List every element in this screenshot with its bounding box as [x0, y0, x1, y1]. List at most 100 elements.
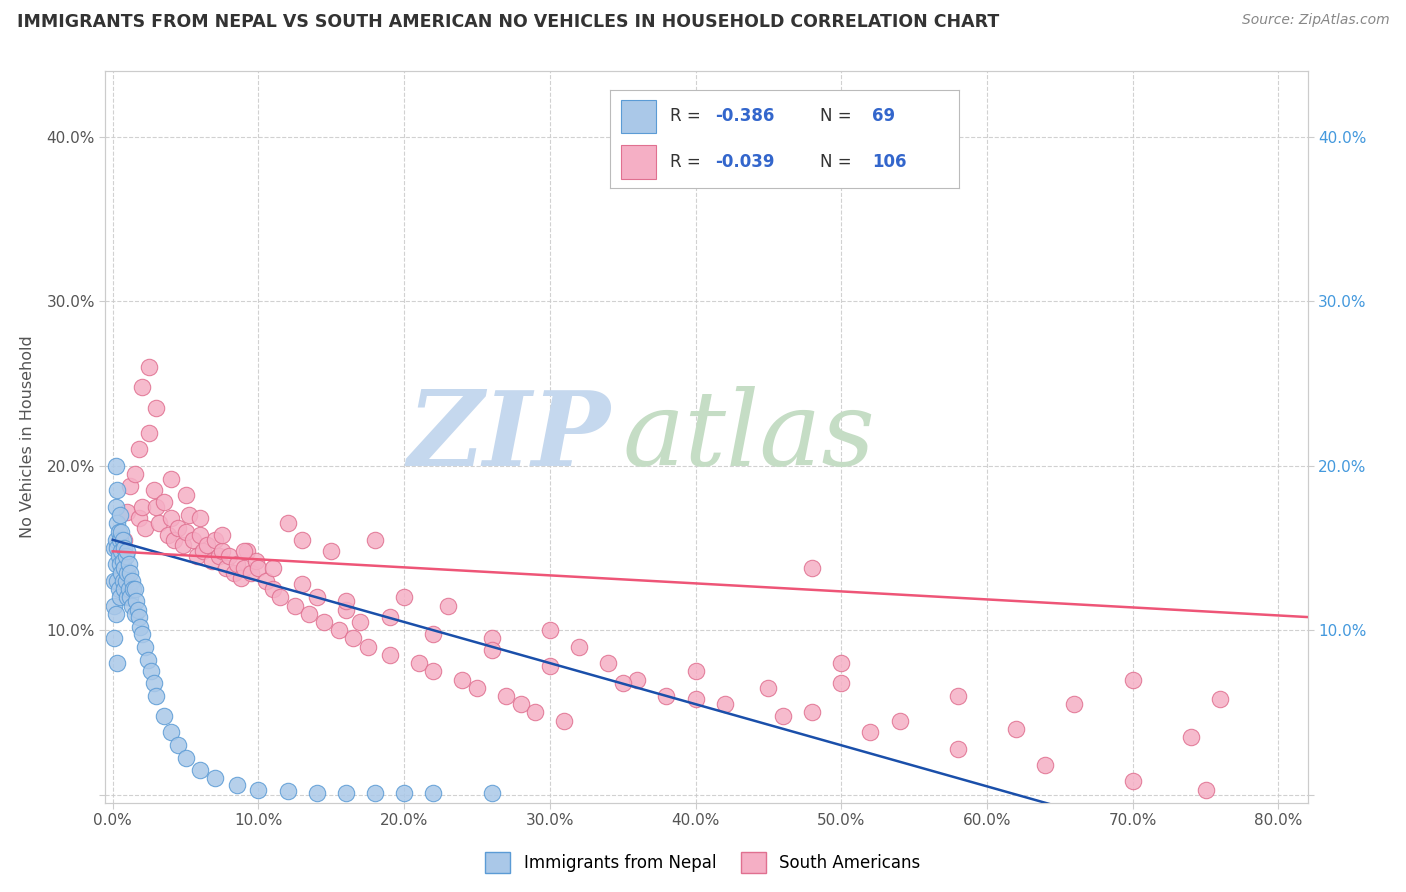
Point [120, 566, 142, 580]
Point [422, 626, 444, 640]
Point [117, 566, 139, 580]
Point [277, 516, 299, 531]
Point [188, 511, 211, 525]
Point [240, 566, 263, 580]
Point [553, 714, 575, 728]
Point [305, 591, 328, 605]
Point [115, 549, 138, 564]
Point [112, 582, 135, 596]
Point [225, 778, 247, 792]
Point [408, 656, 430, 670]
Point [111, 533, 134, 547]
Point [142, 675, 165, 690]
Point [197, 538, 219, 552]
Point [138, 425, 160, 440]
Point [105, 574, 128, 588]
Point [245, 554, 267, 568]
Point [107, 524, 129, 539]
Point [208, 549, 231, 564]
Point [124, 467, 146, 481]
Y-axis label: No Vehicles in Household: No Vehicles in Household [21, 335, 35, 539]
Point [437, 599, 460, 613]
Point [105, 483, 128, 498]
Point [451, 673, 474, 687]
Point [124, 582, 146, 596]
Point [167, 521, 190, 535]
Point [188, 528, 211, 542]
Text: Source: ZipAtlas.com: Source: ZipAtlas.com [1241, 13, 1389, 28]
Point [174, 488, 197, 502]
Point [103, 541, 125, 555]
Point [509, 697, 531, 711]
Point [225, 558, 247, 572]
Point [104, 458, 127, 473]
Point [801, 706, 824, 720]
Point [685, 665, 707, 679]
Point [685, 692, 707, 706]
Point [108, 591, 131, 605]
Point [108, 533, 131, 547]
Point [222, 566, 245, 580]
Point [1122, 673, 1144, 687]
Point [1122, 774, 1144, 789]
Point [772, 708, 794, 723]
Point [110, 544, 132, 558]
Text: -0.039: -0.039 [714, 153, 775, 170]
Point [108, 544, 131, 558]
Point [112, 560, 135, 574]
Point [157, 528, 180, 542]
Point [160, 511, 183, 525]
Point [148, 516, 170, 531]
Point [138, 360, 160, 375]
Point [131, 626, 153, 640]
Text: atlas: atlas [623, 386, 875, 488]
Text: 69: 69 [872, 107, 896, 125]
Point [112, 533, 135, 547]
Point [495, 689, 517, 703]
Point [105, 516, 128, 531]
Point [107, 549, 129, 564]
Text: N =: N = [820, 107, 856, 125]
Point [524, 706, 547, 720]
Point [167, 739, 190, 753]
Point [364, 786, 387, 800]
Point [163, 533, 186, 547]
Point [232, 544, 254, 558]
Point [946, 689, 969, 703]
Point [758, 681, 780, 695]
Point [655, 689, 678, 703]
Point [117, 591, 139, 605]
Point [105, 541, 128, 555]
Point [204, 771, 226, 785]
Point [481, 786, 503, 800]
Point [191, 544, 214, 558]
Point [104, 500, 127, 514]
Point [129, 620, 152, 634]
Point [108, 508, 131, 523]
Point [215, 560, 238, 574]
Point [118, 582, 141, 596]
Point [211, 544, 233, 558]
Text: IMMIGRANTS FROM NEPAL VS SOUTH AMERICAN NO VEHICLES IN HOUSEHOLD CORRELATION CHA: IMMIGRANTS FROM NEPAL VS SOUTH AMERICAN … [17, 13, 1000, 31]
Text: R =: R = [669, 107, 706, 125]
Point [122, 582, 145, 596]
Point [284, 599, 307, 613]
Point [247, 782, 270, 797]
Point [112, 541, 135, 555]
Point [128, 442, 150, 457]
Point [111, 554, 134, 568]
Point [830, 675, 852, 690]
Point [160, 725, 183, 739]
Point [134, 640, 156, 654]
Point [465, 681, 488, 695]
Point [247, 560, 270, 574]
Point [103, 599, 125, 613]
Point [128, 511, 150, 525]
Point [830, 656, 852, 670]
Point [392, 591, 415, 605]
Point [118, 558, 141, 572]
Point [262, 582, 284, 596]
Point [103, 632, 125, 646]
Bar [621, 145, 655, 178]
Point [104, 607, 127, 621]
